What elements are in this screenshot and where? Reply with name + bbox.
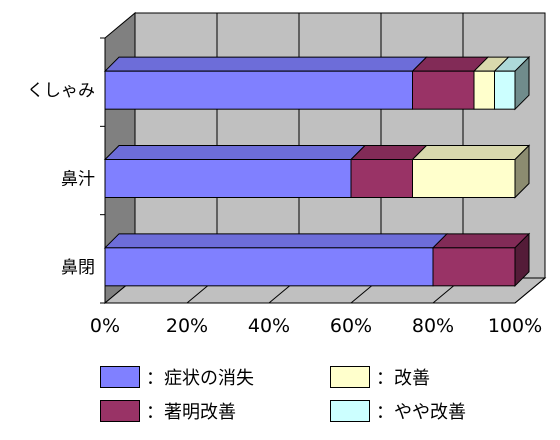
- gridline-floor: [514, 277, 546, 304]
- bar-segment: [103, 233, 449, 287]
- bar-segment: [431, 232, 531, 288]
- bar-segment-front: [432, 247, 516, 287]
- bar-segment: [493, 55, 531, 111]
- category-label: 鼻汁: [61, 170, 95, 190]
- bar-segment-top: [103, 233, 449, 249]
- x-tick-label: 100%: [488, 315, 542, 337]
- x-tick-label: 0%: [90, 315, 120, 337]
- x-tick-label: 60%: [330, 315, 372, 337]
- bar-segment-front: [104, 247, 434, 287]
- bar-segment-top: [411, 145, 531, 160]
- bar-segment-top: [103, 56, 428, 72]
- chart-bars: [103, 55, 531, 288]
- x-tick-label: 20%: [166, 315, 208, 337]
- category-label: くしゃみ: [27, 81, 95, 101]
- bar-segment-front: [104, 70, 413, 110]
- bar-segment: [103, 145, 367, 198]
- bar-segment-front: [494, 70, 516, 110]
- x-tick-label: 40%: [248, 315, 290, 337]
- bar-segment-side: [514, 55, 530, 111]
- bar-segment-front: [412, 159, 516, 198]
- bar-segment-front: [350, 159, 413, 198]
- bar-segment: [103, 56, 428, 110]
- bar-segment-side: [514, 144, 530, 199]
- bar-segment-front: [104, 159, 352, 198]
- x-axis-tick-labels: 0% 20% 40% 60% 80% 100%: [90, 315, 542, 337]
- category-label: 鼻閉: [61, 258, 95, 278]
- bar-segment-top: [431, 233, 531, 249]
- bar-segment-front: [412, 70, 475, 110]
- bar-segment: [411, 144, 531, 199]
- x-tick-label: 80%: [412, 315, 454, 337]
- bar-segment-top: [103, 145, 367, 160]
- bar-segment-front: [473, 70, 495, 110]
- bar-segment: [411, 56, 490, 110]
- bar-segment-side: [514, 232, 530, 288]
